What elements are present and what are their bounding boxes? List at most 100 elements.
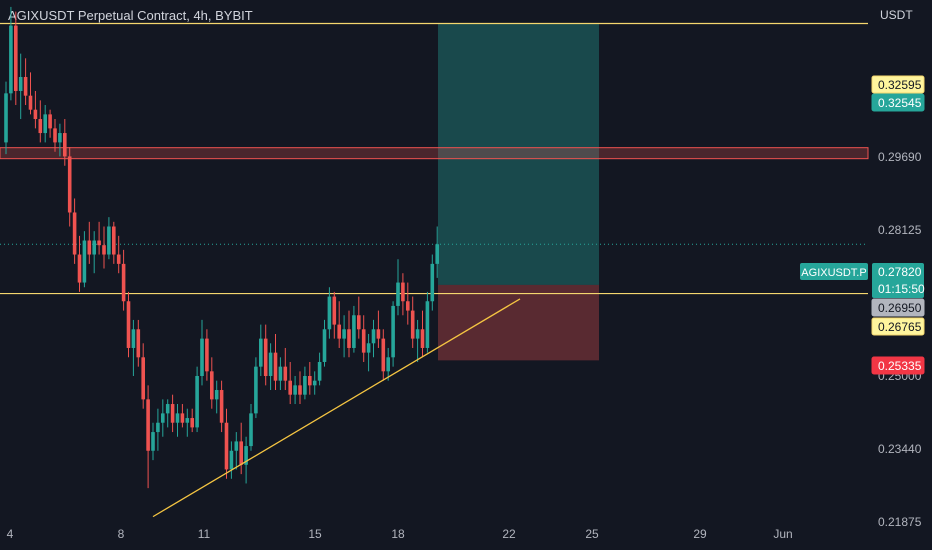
y-tick-label: 0.23440 bbox=[878, 442, 922, 456]
candle-body bbox=[308, 376, 312, 386]
entry-level-label: 0.26950 bbox=[878, 301, 922, 315]
candle-body bbox=[77, 254, 82, 283]
candle-body bbox=[63, 133, 67, 157]
candle-body bbox=[219, 390, 224, 423]
candle-body bbox=[48, 114, 52, 129]
candle-body bbox=[312, 380, 317, 386]
position-target-zone bbox=[438, 23, 599, 285]
candle-body bbox=[170, 404, 175, 423]
candle-body bbox=[4, 93, 8, 143]
candle-body bbox=[396, 282, 400, 306]
candle-body bbox=[112, 226, 116, 255]
candle-body bbox=[406, 301, 410, 311]
candle-body bbox=[161, 413, 165, 423]
candle-body bbox=[234, 441, 239, 451]
candle-body bbox=[92, 240, 96, 255]
candle-body bbox=[214, 390, 219, 400]
candle-body bbox=[195, 376, 199, 428]
candle-body bbox=[23, 76, 28, 96]
x-tick-label: 29 bbox=[693, 527, 707, 541]
current-price-label: 0.27820 bbox=[878, 265, 922, 279]
candle-body bbox=[200, 338, 204, 376]
x-tick-label: 8 bbox=[118, 527, 125, 541]
candle-body bbox=[332, 296, 337, 325]
candle-body bbox=[18, 76, 23, 92]
candle-body bbox=[28, 95, 33, 110]
candle-body bbox=[268, 352, 273, 376]
candle-body bbox=[239, 441, 243, 465]
current-price-box bbox=[872, 263, 924, 298]
candle-body bbox=[107, 226, 111, 255]
candle-body bbox=[263, 338, 268, 376]
candle-body bbox=[116, 254, 121, 264]
candle-body bbox=[391, 305, 395, 358]
resistance-level-box bbox=[871, 93, 925, 112]
countdown-label: 01:15:50 bbox=[878, 282, 925, 296]
candle-body bbox=[342, 329, 346, 339]
candle-body bbox=[33, 109, 38, 120]
y-tick-label: 0.29690 bbox=[878, 150, 922, 164]
candle-body bbox=[58, 133, 62, 143]
candle-body bbox=[259, 338, 263, 367]
candle-body bbox=[430, 263, 435, 302]
x-tick-label: 15 bbox=[308, 527, 322, 541]
candle-body bbox=[156, 422, 160, 433]
candle-body bbox=[293, 385, 297, 395]
target-level-box bbox=[871, 75, 925, 94]
candle-body bbox=[347, 329, 351, 348]
support-level-box bbox=[871, 317, 925, 336]
candle-body bbox=[165, 404, 170, 414]
candle-body bbox=[410, 310, 415, 339]
candle-body bbox=[366, 343, 371, 353]
candle-body bbox=[381, 338, 386, 372]
stop-level-label: 0.25335 bbox=[878, 359, 922, 373]
candle-body bbox=[205, 338, 209, 372]
candle-body bbox=[322, 329, 327, 362]
candle-body bbox=[401, 282, 405, 302]
candle-body bbox=[126, 301, 131, 348]
candle-body bbox=[386, 357, 390, 372]
candle-body bbox=[38, 119, 43, 134]
target-level-label: 0.32595 bbox=[878, 78, 922, 92]
price-axis-unit: USDT bbox=[880, 8, 913, 22]
candle-body bbox=[190, 418, 194, 428]
candle-body bbox=[415, 329, 420, 339]
candle-body bbox=[273, 352, 278, 381]
support-level-label: 0.26765 bbox=[878, 320, 922, 334]
candle-body bbox=[303, 376, 307, 395]
position-stop-zone bbox=[438, 284, 599, 361]
candle-body bbox=[317, 361, 322, 381]
candle-body bbox=[224, 422, 229, 470]
y-tick-label: 0.28125 bbox=[878, 223, 922, 237]
candle-body bbox=[371, 329, 376, 344]
candle-body bbox=[136, 329, 141, 358]
x-tick-label: 4 bbox=[7, 527, 14, 541]
y-tick-label: 0.21875 bbox=[878, 515, 922, 529]
symbol-tag-label: AGIXUSDT.P bbox=[801, 267, 866, 279]
candle-body bbox=[185, 418, 190, 423]
candle-body bbox=[361, 329, 366, 353]
resistance-level-label: 0.32545 bbox=[878, 96, 922, 110]
candle-body bbox=[352, 315, 356, 348]
resistance-zone bbox=[0, 147, 869, 160]
candle-body bbox=[97, 240, 101, 246]
candle-body bbox=[357, 315, 361, 330]
candle-body bbox=[376, 329, 381, 339]
x-tick-label: Jun bbox=[773, 527, 792, 541]
candle-body bbox=[121, 263, 126, 302]
candle-body bbox=[87, 240, 92, 255]
candle-body bbox=[82, 240, 87, 283]
candle-body bbox=[102, 245, 106, 255]
candle-body bbox=[67, 156, 72, 213]
candle-body bbox=[151, 432, 155, 451]
candle-body bbox=[249, 413, 253, 447]
symbol-tag-box bbox=[800, 263, 868, 280]
candle-body bbox=[146, 399, 150, 451]
x-tick-label: 25 bbox=[585, 527, 599, 541]
candle-body bbox=[175, 413, 180, 423]
candle-body bbox=[210, 371, 214, 400]
x-tick-label: 11 bbox=[198, 527, 211, 541]
candle-body bbox=[425, 301, 430, 348]
candle-body bbox=[244, 446, 248, 465]
